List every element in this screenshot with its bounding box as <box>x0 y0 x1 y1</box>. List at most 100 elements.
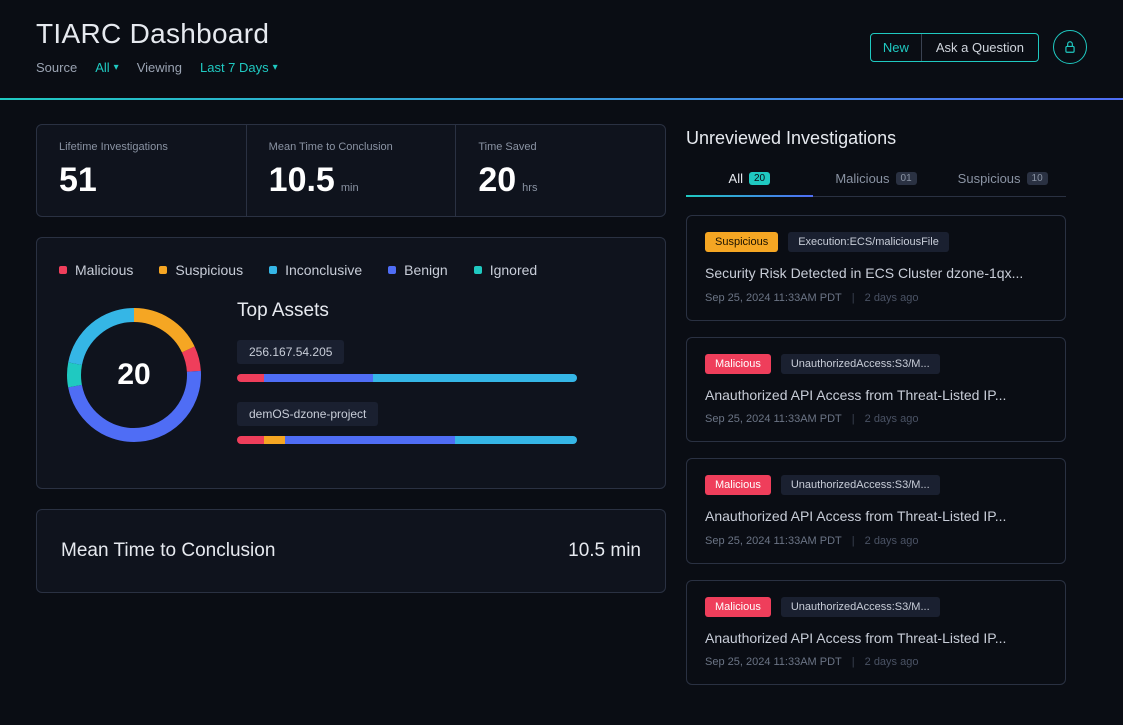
mttc-label: Mean Time to Conclusion <box>61 540 275 562</box>
tab-count-badge: 20 <box>749 172 770 185</box>
donut-chart: 20 <box>59 300 209 450</box>
viewing-label: Viewing <box>137 60 182 75</box>
chevron-down-icon: ▾ <box>273 62 278 73</box>
category-tag: UnauthorizedAccess:S3/M... <box>781 597 940 617</box>
investigation-card[interactable]: MaliciousUnauthorizedAccess:S3/M... Anaut… <box>686 580 1066 686</box>
asset-bar-segment <box>237 374 264 382</box>
legend-label: Malicious <box>75 262 133 278</box>
legend-dot <box>159 266 167 274</box>
investigation-card[interactable]: Malicious UnauthorizedAccess:S3/M... Anaut… <box>686 458 1066 564</box>
asset-item: 256.167.54.205 <box>237 340 643 382</box>
card-ago: 2 days ago <box>865 535 919 547</box>
lock-button[interactable] <box>1053 30 1087 64</box>
kpi-value: 51 <box>59 161 224 200</box>
donut-center-value: 20 <box>59 300 209 450</box>
asset-name: 256.167.54.205 <box>237 340 344 364</box>
legend: Malicious Suspicious Inconclusive Benign Ign… <box>59 262 643 278</box>
card-title: Anauthorized API Access from Threat-List… <box>705 629 1047 649</box>
viewing-dropdown[interactable]: Last 7 Days ▾ <box>200 60 278 75</box>
meta-separator: | <box>852 656 855 668</box>
card-timestamp: Sep 25, 2024 11:33AM PDT <box>705 656 842 668</box>
asset-item: demOS-dzone-project <box>237 402 643 444</box>
card-timestamp: Sep 25, 2024 11:33AM PDT <box>705 413 842 425</box>
mttc-value: 10.5 min <box>568 540 641 562</box>
card-tags: Suspicious Execution:ECS/maliciousFile <box>705 232 1047 252</box>
card-tags: MaliciousUnauthorizedAccess:S3/M... <box>705 597 1047 617</box>
card-timestamp: Sep 25, 2024 11:33AM PDT <box>705 292 842 304</box>
source-dropdown[interactable]: All ▾ <box>95 60 118 75</box>
card-meta: Sep 25, 2024 11:33AM PDT | 2 days ago <box>705 535 1047 547</box>
mttc-panel: Mean Time to Conclusion 10.5 min <box>36 509 666 593</box>
categories-panel: Malicious Suspicious Inconclusive Benign Ign… <box>36 237 666 489</box>
card-meta: Sep 25, 2024 11:33AM PDT|2 days ago <box>705 413 1047 425</box>
severity-tag: Suspicious <box>705 232 778 252</box>
kpi-label: Lifetime Investigations <box>59 141 224 153</box>
asset-name: demOS-dzone-project <box>237 402 378 426</box>
source-value: All <box>95 60 109 75</box>
category-tag: UnauthorizedAccess:S3/M... <box>781 475 940 495</box>
category-tag: Execution:ECS/maliciousFile <box>788 232 949 252</box>
legend-item: Benign <box>388 262 448 278</box>
severity-tag: Malicious <box>705 475 771 495</box>
kpi-unit: hrs <box>522 182 537 194</box>
card-title: Anauthorized API Access from Threat-List… <box>705 507 1047 527</box>
card-meta: Sep 25, 2024 11:33AM PDT|2 days ago <box>705 656 1047 668</box>
filter-bar: Source All ▾ Viewing Last 7 Days ▾ <box>36 60 278 75</box>
legend-dot <box>388 266 396 274</box>
legend-label: Ignored <box>490 262 537 278</box>
card-ago: 2 days ago <box>865 413 919 425</box>
asset-bar-segment <box>455 436 577 444</box>
tab-label: Malicious <box>835 171 889 186</box>
header-right: New Ask a Question <box>870 30 1087 64</box>
tab-label: All <box>729 171 743 186</box>
action-button-group: New Ask a Question <box>870 33 1039 62</box>
main-content: Lifetime Investigations 51 Mean Time to Co… <box>0 100 1123 725</box>
kpi-label: Time Saved <box>478 141 643 153</box>
ask-question-button[interactable]: Ask a Question <box>921 34 1038 61</box>
chevron-down-icon: ▾ <box>114 62 119 73</box>
asset-bar-segment <box>264 436 284 444</box>
card-title: Security Risk Detected in ECS Cluster dz… <box>705 264 1047 284</box>
investigation-card[interactable]: Malicious UnauthorizedAccess:S3/M... Anaut… <box>686 337 1066 443</box>
kpi-card: Lifetime Investigations 51 <box>37 125 247 216</box>
unreviewed-title: Unreviewed Investigations <box>686 124 1066 149</box>
right-column: Unreviewed Investigations All 20 Malicious… <box>686 124 1066 701</box>
asset-bar <box>237 374 577 382</box>
tab-count-badge: 01 <box>896 172 917 185</box>
legend-dot <box>474 266 482 274</box>
meta-separator: | <box>852 535 855 547</box>
legend-label: Benign <box>404 262 448 278</box>
kpi-unit: min <box>341 182 359 194</box>
header-left: TIARC Dashboard Source All ▾ Viewing Las… <box>36 18 278 75</box>
category-tag: UnauthorizedAccess:S3/M... <box>781 354 940 374</box>
legend-item: Suspicious <box>159 262 243 278</box>
viewing-value: Last 7 Days <box>200 60 269 75</box>
card-ago: 2 days ago <box>865 292 919 304</box>
kpi-value: 10.5min <box>269 161 434 200</box>
legend-label: Inconclusive <box>285 262 362 278</box>
card-timestamp: Sep 25, 2024 11:33AM PDT <box>705 535 842 547</box>
asset-bar <box>237 436 577 444</box>
top-assets: Top Assets 256.167.54.205demOS-dzone-pro… <box>237 300 643 464</box>
new-button[interactable]: New <box>871 34 921 61</box>
asset-bar-segment <box>237 436 264 444</box>
donut-row: 20 Top Assets 256.167.54.205demOS-dzone-… <box>59 300 643 464</box>
kpi-card: Mean Time to Conclusion 10.5min <box>247 125 457 216</box>
legend-dot <box>269 266 277 274</box>
kpi-value: 20hrs <box>478 161 643 200</box>
tab-all[interactable]: All 20 <box>686 163 813 196</box>
severity-tag: Malicious <box>705 354 771 374</box>
legend-dot <box>59 266 67 274</box>
unreviewed-tabs: All 20 Malicious 01 Suspicious10 <box>686 163 1066 197</box>
legend-item: Malicious <box>59 262 133 278</box>
kpi-card: Time Saved 20hrs <box>456 125 665 216</box>
card-title: Anauthorized API Access from Threat-List… <box>705 386 1047 406</box>
tab-malicious[interactable]: Malicious 01 <box>813 163 940 196</box>
investigation-card[interactable]: Suspicious Execution:ECS/maliciousFile Sec… <box>686 215 1066 321</box>
tab-label: Suspicious <box>958 171 1021 186</box>
tab-suspicious[interactable]: Suspicious10 <box>939 163 1066 196</box>
asset-bar-segment <box>285 436 455 444</box>
header: TIARC Dashboard Source All ▾ Viewing Las… <box>0 0 1123 100</box>
lock-icon <box>1063 40 1077 54</box>
kpi-label: Mean Time to Conclusion <box>269 141 434 153</box>
